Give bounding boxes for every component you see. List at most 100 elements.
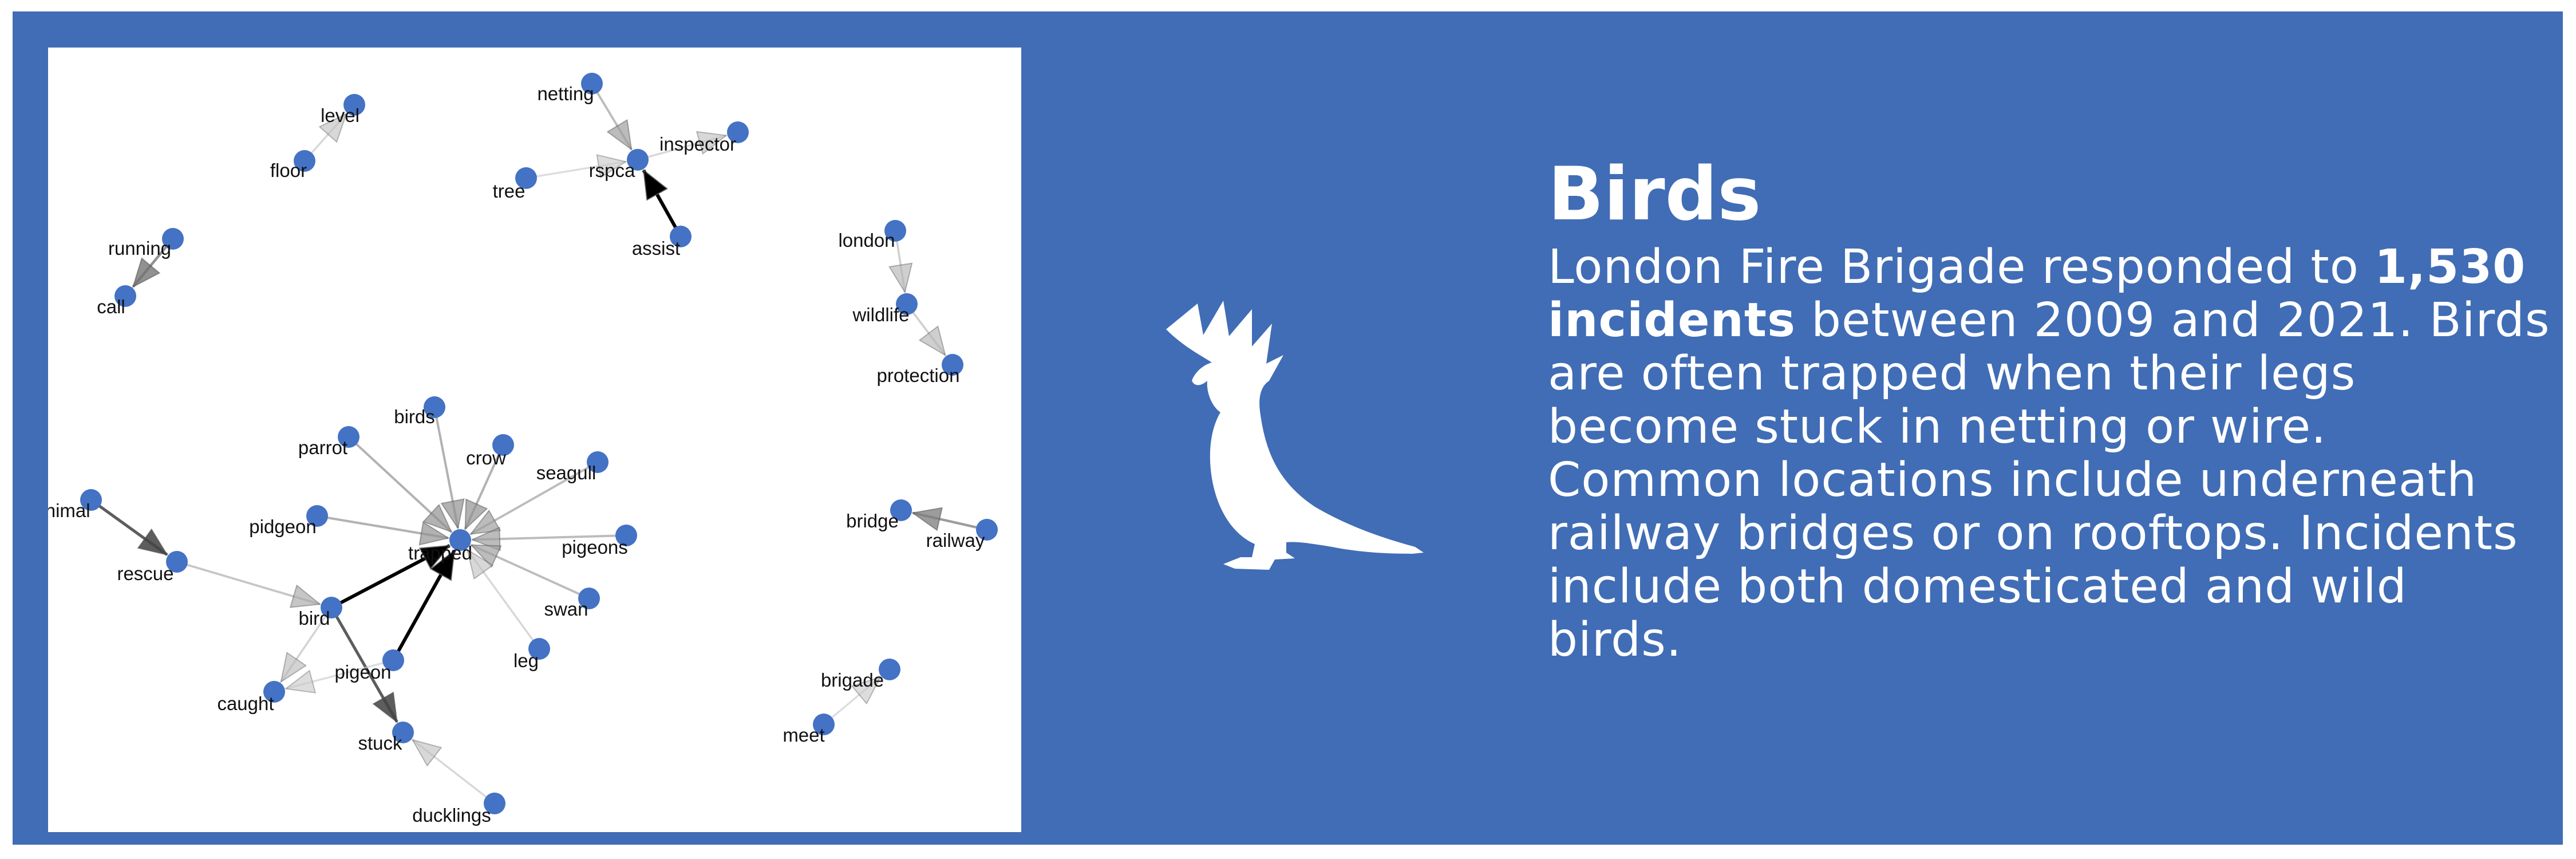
node-tree	[515, 167, 537, 189]
nodes-layer	[80, 73, 998, 814]
node-label-rescue: rescue	[117, 563, 173, 584]
node-london	[884, 220, 906, 242]
arrow-pigeons-trapped	[471, 526, 501, 551]
arrow-bird-caught	[280, 652, 307, 683]
arrow-netting-rspca	[606, 119, 633, 151]
node-label-birds: birds	[394, 406, 435, 427]
node-rescue	[166, 551, 188, 573]
labels-layer: level floor netting inspector rspca tree assis…	[48, 83, 985, 826]
arrow-rspca-inspector	[696, 131, 728, 155]
arrow-wildlife-protection	[918, 325, 946, 357]
node-trapped	[449, 529, 471, 551]
node-label-protection: protection	[877, 365, 960, 386]
node-label-call: call	[97, 296, 125, 317]
node-label-pigeons: pigeons	[562, 537, 628, 558]
node-label-meet: meet	[783, 724, 824, 746]
arrow-birds-trapped	[440, 498, 465, 530]
node-label-stuck: stuck	[358, 732, 402, 754]
node-label-swan: swan	[544, 598, 588, 620]
node-label-tree: tree	[493, 180, 526, 202]
arrow-pidgeon-trapped	[418, 521, 450, 546]
arrow-rescue-bird	[289, 584, 322, 608]
node-leg	[528, 638, 550, 660]
node-label-parrot: parrot	[298, 437, 347, 458]
arrow-tree-rspca	[596, 154, 627, 179]
node-stuck	[392, 722, 414, 743]
arrow-london-wildlife	[888, 262, 913, 294]
node-pigeons	[615, 525, 637, 546]
node-crow	[492, 434, 514, 456]
node-meet	[813, 714, 835, 735]
node-assist	[670, 226, 692, 247]
node-label-crow: crow	[466, 447, 506, 468]
arrow-pigeon-trapped	[430, 549, 456, 581]
edges-layer	[90, 82, 987, 805]
word-network-panel: level floor netting inspector rspca tree assis…	[48, 48, 1021, 832]
node-swan	[578, 588, 600, 609]
node-seagull	[587, 451, 609, 473]
cockatoo-silhouette-icon	[1166, 301, 1424, 570]
node-label-netting: netting	[537, 83, 594, 104]
arrow-crow-trapped	[464, 498, 488, 531]
node-running	[162, 228, 184, 250]
node-parrot	[338, 426, 359, 448]
node-inspector	[727, 121, 749, 143]
node-pidgeon	[306, 505, 328, 527]
node-label-leg: leg	[513, 650, 539, 671]
node-protection	[942, 354, 963, 376]
node-label-rspca: rspca	[589, 160, 635, 181]
arrow-railway-bridge	[911, 507, 943, 531]
node-ducklings	[484, 793, 505, 814]
word-network-graph: level floor netting inspector rspca tree assis…	[48, 73, 998, 826]
node-label-bridge: bridge	[846, 510, 899, 531]
node-netting	[581, 73, 603, 94]
node-label-seagull: seagull	[536, 462, 596, 483]
node-bird	[321, 597, 342, 618]
arrow-floor-level	[318, 112, 347, 143]
node-label-pidgeon: pidgeon	[249, 516, 316, 537]
node-birds	[424, 396, 445, 418]
arrow-pigeon-caught	[284, 669, 317, 693]
arrow-bird-trapped	[419, 545, 451, 570]
arrow-running-call	[132, 257, 161, 288]
node-label-caught: caught	[217, 693, 274, 714]
node-label-level: level	[321, 105, 359, 126]
arrow-assist-rspca	[642, 169, 668, 201]
description-rest: between 2009 and 2021. Birds are often t…	[1548, 293, 2550, 667]
arrow-ducklings-stuck	[411, 739, 442, 767]
arrow-swan-trapped	[469, 544, 502, 568]
node-label-ducklings: ducklings	[412, 805, 491, 826]
node-call	[114, 285, 136, 307]
node-label-brigade: brigade	[821, 669, 884, 691]
node-rspca	[627, 149, 649, 171]
node-railway	[976, 519, 998, 541]
node-label-floor: floor	[270, 160, 307, 181]
node-level	[343, 94, 365, 116]
node-caught	[263, 681, 285, 703]
node-label-wildlife: wildlife	[852, 304, 909, 325]
node-label-running: running	[108, 238, 171, 259]
node-label-bird: bird	[298, 608, 330, 629]
node-wildlife	[896, 293, 918, 315]
node-label-pigeon: pigeon	[334, 661, 391, 683]
incident-count: 1,530 incidents	[1548, 240, 2526, 348]
node-label-trapped: trapped	[408, 542, 472, 564]
banner: level floor netting inspector rspca tree assis…	[13, 11, 2563, 845]
arrow-seagull-trapped	[469, 509, 501, 535]
page-title: Birds	[1548, 152, 1761, 237]
description-lead: London Fire Brigade responded to	[1548, 240, 2374, 294]
arrow-bird-stuck	[372, 691, 398, 724]
node-label-railway: railway	[926, 530, 985, 551]
node-label-assist: assist	[632, 238, 680, 259]
node-brigade	[879, 659, 900, 680]
arrow-parrot-trapped	[422, 503, 453, 533]
node-animal	[80, 489, 102, 511]
arrow-leg-trapped	[466, 548, 494, 580]
node-label-inspector: inspector	[659, 133, 736, 155]
description-paragraph: London Fire Brigade responded to 1,530 i…	[1548, 241, 2555, 667]
text-block: Birds London Fire Brigade responded to 1…	[1548, 155, 2555, 667]
node-floor	[294, 150, 315, 172]
node-pigeon	[382, 649, 404, 671]
arrow-animal-rescue	[137, 528, 169, 556]
